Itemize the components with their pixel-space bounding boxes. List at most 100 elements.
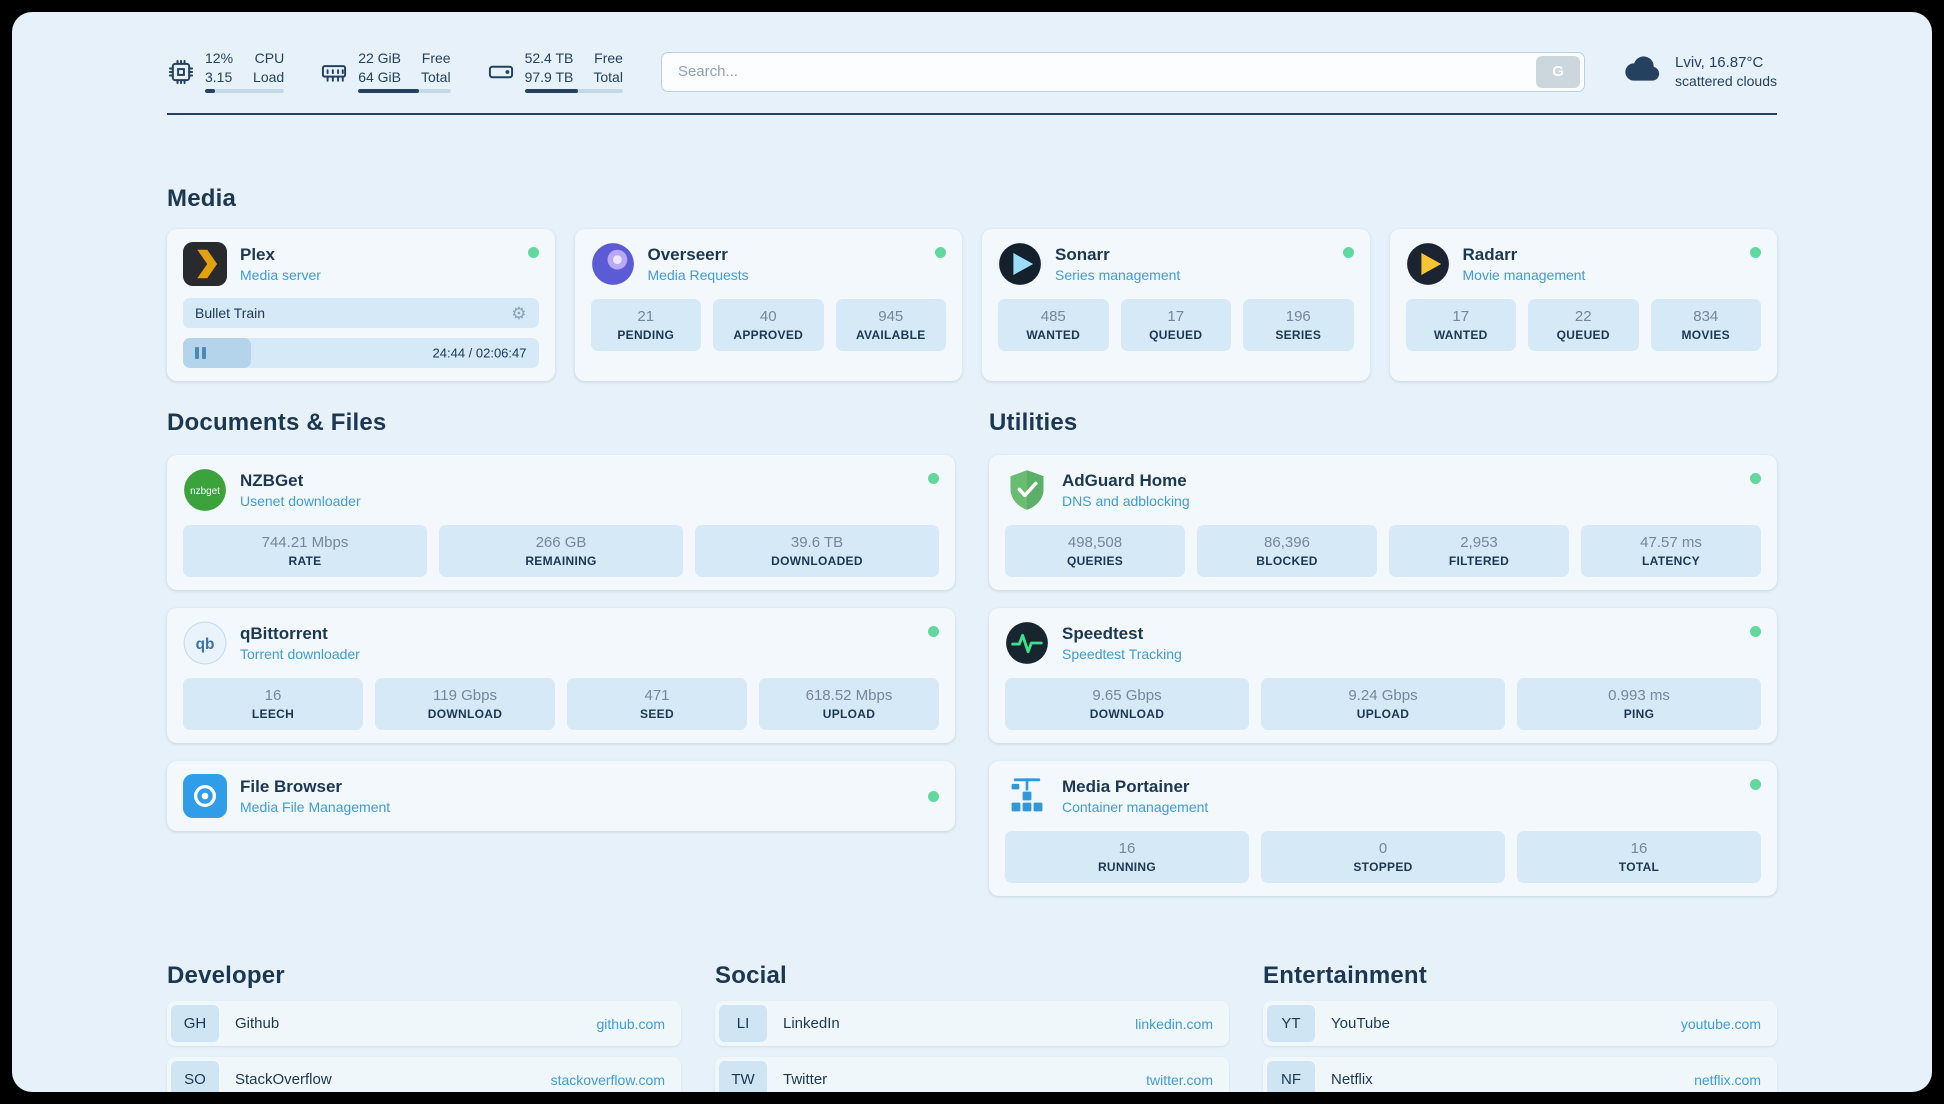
section-title-developer: Developer <box>167 962 285 989</box>
service-card-portainer[interactable]: Media Portainer Container management 16 … <box>989 761 1777 896</box>
service-card-qbittorrent[interactable]: qb qBittorrent Torrent downloader 16 LEE… <box>167 608 955 743</box>
playback-time: 24:44 / 02:06:47 <box>432 345 527 361</box>
bookmark-group-entertainment: Entertainment YT YouTube youtube.com NF … <box>1263 962 1777 1092</box>
bookmark-netflix[interactable]: NF Netflix netflix.com <box>1263 1057 1777 1092</box>
stat-value: 0.993 ms <box>1608 687 1670 704</box>
stat-total: 16 TOTAL <box>1517 831 1761 883</box>
speedtest-icon <box>1005 621 1049 665</box>
service-card-speedtest[interactable]: Speedtest Speedtest Tracking 9.65 Gbps D… <box>989 608 1777 743</box>
media-progress-fill <box>183 338 251 368</box>
service-name[interactable]: Overseerr <box>647 245 728 264</box>
filebrowser-icon <box>183 774 227 818</box>
bookmark-url[interactable]: github.com <box>596 1015 665 1032</box>
stat-value: 0 <box>1378 840 1388 857</box>
stat-label: DOWNLOAD <box>1089 707 1165 721</box>
stat-label: DOWNLOAD <box>427 707 503 721</box>
bookmark-url[interactable]: stackoverflow.com <box>550 1071 665 1088</box>
bookmark-url[interactable]: youtube.com <box>1680 1015 1761 1032</box>
service-card-nzbget[interactable]: nzbget NZBGet Usenet downloader 744.21 M… <box>167 455 955 590</box>
memory-resource-widget: 22 GiB Free 64 GiB Total <box>320 50 451 93</box>
service-name[interactable]: File Browser <box>240 777 343 796</box>
stat-wanted: 17 WANTED <box>1405 299 1516 351</box>
service-name[interactable]: Plex <box>240 245 275 264</box>
stat-value: 39.6 TB <box>790 534 844 551</box>
service-description: Torrent downloader <box>240 646 360 662</box>
search-input[interactable] <box>665 63 1537 80</box>
service-name[interactable]: Sonarr <box>1055 245 1110 264</box>
service-card-filebrowser[interactable]: File Browser Media File Management <box>167 761 955 831</box>
disk-progress-fill <box>524 89 578 93</box>
service-card-plex[interactable]: Plex Media server Bullet Train ⚙ 24:44 /… <box>167 229 555 381</box>
stat-value: 498,508 <box>1067 534 1123 551</box>
service-card-overseerr[interactable]: Overseerr Media Requests 21 PENDING 40 A… <box>574 229 962 381</box>
service-name[interactable]: Media Portainer <box>1062 777 1190 796</box>
memory-icon <box>320 58 348 86</box>
stat-value: 47.57 ms <box>1640 534 1702 551</box>
stat-label: PENDING <box>617 328 675 342</box>
memory-free-value: 22 GiB <box>358 50 401 66</box>
service-card-radarr[interactable]: Radarr Movie management 17 WANTED 22 QUE… <box>1389 229 1777 381</box>
cpu-load-value: 3.15 <box>205 68 233 85</box>
disk-resource-widget: 52.4 TB Free 97.9 TB Total <box>487 50 623 93</box>
disk-icon <box>487 58 515 86</box>
stat-label: QUEUED <box>1149 328 1203 342</box>
stat-label: RUNNING <box>1097 860 1157 874</box>
bookmark-url[interactable]: netflix.com <box>1694 1071 1761 1088</box>
sonarr-icon <box>998 242 1042 286</box>
dashboard-container: 12% CPU 3.15 Load 22 GiB <box>167 12 1777 1092</box>
stat-queries: 498,508 QUERIES <box>1005 525 1185 577</box>
weather-widget[interactable]: Lviv, 16.87°C scattered clouds <box>1623 54 1777 89</box>
section-title-social: Social <box>715 962 787 989</box>
bookmark-abbr: GH <box>171 1005 219 1042</box>
memory-total-value: 64 GiB <box>358 68 401 85</box>
search-bar[interactable]: G <box>660 51 1586 92</box>
svg-text:nzbget: nzbget <box>190 486 220 497</box>
cpu-progress-bar <box>205 89 285 93</box>
topbar: 12% CPU 3.15 Load 22 GiB <box>167 50 1777 93</box>
pause-icon[interactable] <box>195 347 206 359</box>
service-name[interactable]: NZBGet <box>240 471 304 490</box>
status-dot <box>1750 779 1761 790</box>
bookmark-name: Twitter <box>783 1071 828 1088</box>
memory-progress-fill <box>358 89 420 93</box>
stat-value: 196 <box>1285 308 1311 325</box>
service-card-adguard[interactable]: AdGuard Home DNS and adblocking 498,508 … <box>989 455 1777 590</box>
bookmark-stackoverflow[interactable]: SO StackOverflow stackoverflow.com <box>167 1057 681 1092</box>
bookmark-name: LinkedIn <box>783 1015 840 1032</box>
stat-label: MOVIES <box>1681 328 1730 342</box>
status-dot <box>1750 626 1761 637</box>
search-provider-button[interactable]: G <box>1536 55 1581 88</box>
stat-label: APPROVED <box>733 328 804 342</box>
media-progress-bar[interactable]: 24:44 / 02:06:47 <box>183 338 539 368</box>
stat-value: 16 <box>264 687 282 704</box>
stat-label: DOWNLOADED <box>771 554 863 568</box>
bookmark-url[interactable]: linkedin.com <box>1135 1015 1213 1032</box>
dashboard-page: 12% CPU 3.15 Load 22 GiB <box>12 12 1932 1092</box>
stat-blocked: 86,396 BLOCKED <box>1197 525 1377 577</box>
stat-value: 9.24 Gbps <box>1348 687 1418 704</box>
portainer-icon <box>1005 774 1049 818</box>
bookmark-linkedin[interactable]: LI LinkedIn linkedin.com <box>715 1001 1229 1046</box>
stat-value: 86,396 <box>1264 534 1310 551</box>
stat-value: 471 <box>644 687 670 704</box>
now-playing-bar: Bullet Train ⚙ <box>183 298 539 328</box>
stat-leech: 16 LEECH <box>183 678 363 730</box>
service-name[interactable]: AdGuard Home <box>1062 471 1187 490</box>
bookmark-youtube[interactable]: YT YouTube youtube.com <box>1263 1001 1777 1046</box>
service-name[interactable]: Speedtest <box>1062 624 1144 643</box>
middle-columns: Documents & Files nzbget NZBGet Usenet d… <box>167 409 1777 914</box>
stat-value: 945 <box>878 308 904 325</box>
service-description: Speedtest Tracking <box>1062 646 1182 662</box>
stat-value: 16 <box>1118 840 1136 857</box>
stat-pending: 21 PENDING <box>590 299 701 351</box>
stat-label: FILTERED <box>1448 554 1510 568</box>
bookmark-url[interactable]: twitter.com <box>1146 1071 1213 1088</box>
stat-seed: 471 SEED <box>567 678 747 730</box>
bookmark-github[interactable]: GH Github github.com <box>167 1001 681 1046</box>
service-name[interactable]: qBittorrent <box>240 624 328 643</box>
service-name[interactable]: Radarr <box>1462 245 1518 264</box>
gear-icon[interactable]: ⚙ <box>511 303 527 323</box>
service-card-sonarr[interactable]: Sonarr Series management 485 WANTED 17 Q… <box>982 229 1370 381</box>
bookmark-twitter[interactable]: TW Twitter twitter.com <box>715 1057 1229 1092</box>
